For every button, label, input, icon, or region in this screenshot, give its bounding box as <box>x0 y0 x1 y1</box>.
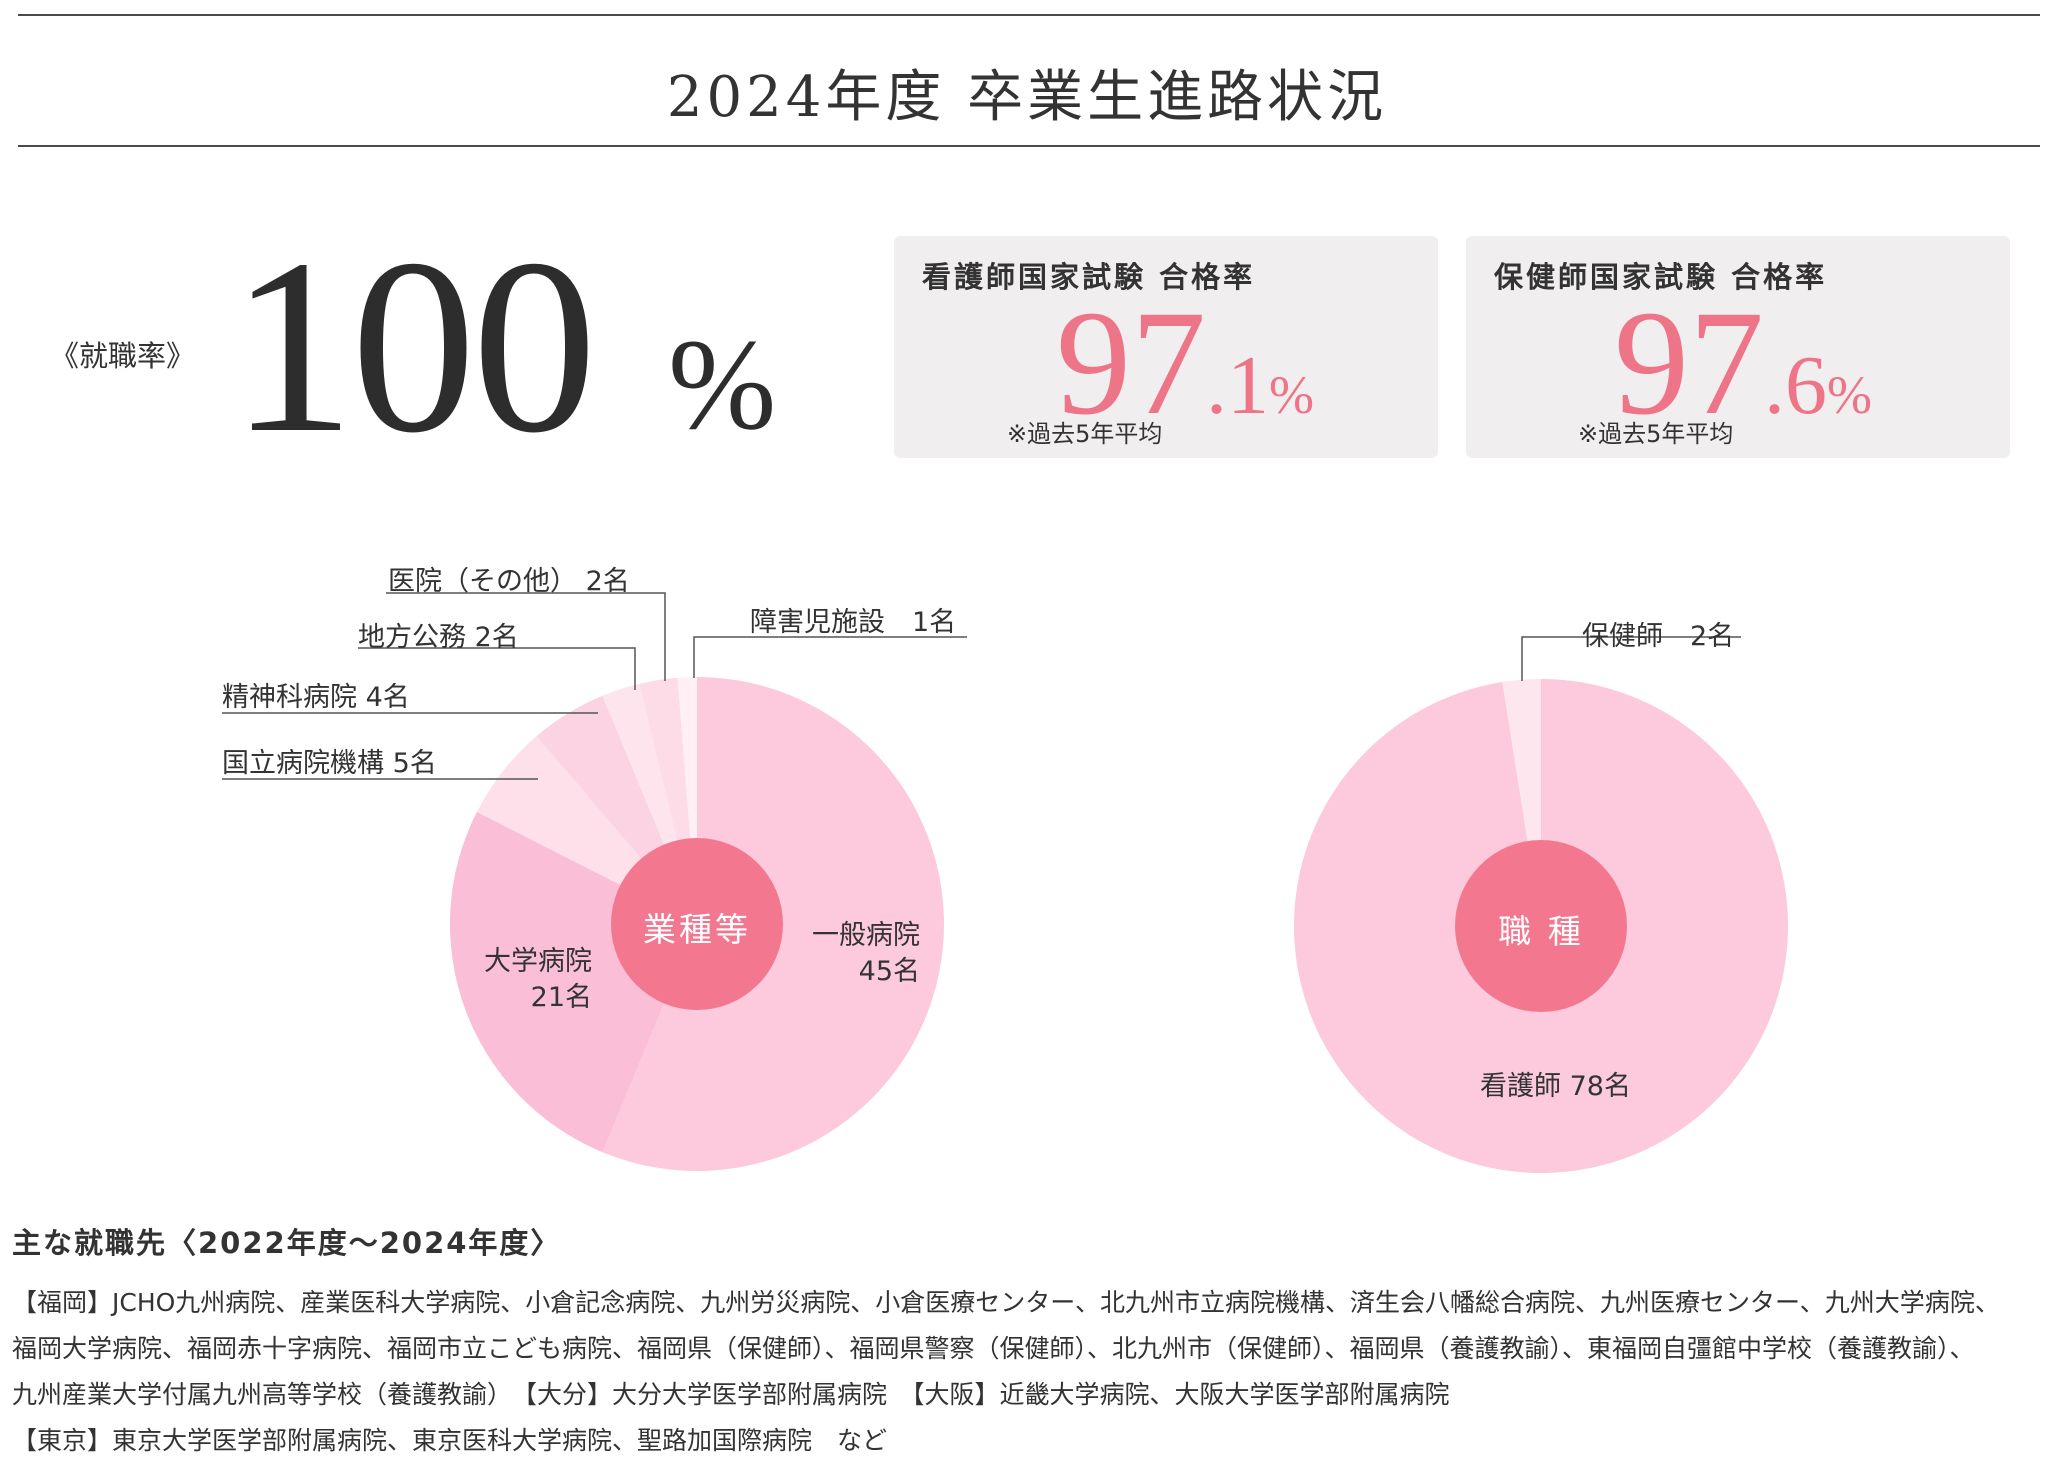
phn-exam-rate-dec: .6 <box>1764 339 1827 432</box>
employment-rate-value: 100 <box>230 208 597 485</box>
leader-clinic <box>386 592 666 681</box>
label-clinic-other: 医院（その他） 2名 <box>388 566 630 597</box>
leader-disabled <box>693 636 967 678</box>
employers-line: 【東京】東京大学医学部附属病院、東京医科大学病院、聖路加国際病院 など <box>12 1426 888 1455</box>
label-psychiatric-hospital: 精神科病院 4名 <box>222 682 410 713</box>
label-general-hospital-value: 45名 <box>858 956 920 987</box>
nurse-exam-rate-dec: .1 <box>1206 339 1269 432</box>
nurse-exam-rate-int: 97 <box>1056 280 1206 446</box>
phn-exam-rate: 97.6% <box>1614 288 1872 470</box>
label-local-government: 地方公務 2名 <box>358 622 519 653</box>
phn-exam-rate-int: 97 <box>1614 280 1764 446</box>
label-general-hospital-name: 一般病院 <box>812 920 920 951</box>
employment-rate-label: 《就職率》 <box>50 339 196 373</box>
nurse-exam-box: 看護師国家試験 合格率 97.1% ※過去5年平均 <box>894 236 1438 458</box>
main-employers: 主な就職先〈2022年度〜2024年度〉 【福岡】JCHO九州病院、産業医科大学… <box>12 1220 2032 1464</box>
employers-line: 【福岡】JCHO九州病院、産業医科大学病院、小倉記念病院、九州労災病院、小倉医療… <box>12 1288 2000 1317</box>
label-university-hospital-name: 大学病院 <box>484 946 592 977</box>
label-national-hospital: 国立病院機構 5名 <box>222 748 437 779</box>
occupation-pie-center-label: 職 種 <box>1498 912 1584 951</box>
industry-pie-center-label: 業種等 <box>643 910 751 949</box>
title-rule <box>18 145 2040 147</box>
nurse-exam-rate-unit: % <box>1269 365 1314 425</box>
nurse-exam-title: 看護師国家試験 合格率 <box>922 260 1256 294</box>
label-nurse: 看護師 78名 <box>1480 1071 1631 1102</box>
top-rule <box>18 14 2040 16</box>
nurse-exam-rate: 97.1% <box>1056 288 1314 470</box>
leader-local <box>358 647 636 690</box>
industry-pie-center <box>611 838 783 1010</box>
phn-exam-note: ※過去5年平均 <box>1578 420 1734 448</box>
page-title: 2024年度 卒業生進路状況 <box>666 65 1388 130</box>
employment-rate-unit: % <box>668 313 777 457</box>
label-phn: 保健師 2名 <box>1582 621 1735 652</box>
phn-exam-box: 保健師国家試験 合格率 97.6% ※過去5年平均 <box>1466 236 2010 458</box>
label-university-hospital-value: 21名 <box>530 982 592 1013</box>
occupation-pie-center <box>1455 840 1627 1012</box>
label-university-hospital: 大学病院 21名 <box>478 944 592 1016</box>
employers-line: 九州産業大学付属九州高等学校（養護教諭） 【大分】大分大学医学部附属病院 【大阪… <box>12 1380 1450 1409</box>
main-employers-title: 主な就職先〈2022年度〜2024年度〉 <box>12 1226 562 1260</box>
label-disabled-facility: 障害児施設 1名 <box>750 607 957 638</box>
employers-line: 福岡大学病院、福岡赤十字病院、福岡市立こども病院、福岡県（保健師）、福岡県警察（… <box>12 1334 1975 1363</box>
phn-exam-rate-unit: % <box>1827 365 1872 425</box>
label-general-hospital: 一般病院 45名 <box>810 918 920 990</box>
leader-phn <box>1521 636 1741 681</box>
leader-lines <box>222 592 1741 780</box>
phn-exam-title: 保健師国家試験 合格率 <box>1494 260 1828 294</box>
nurse-exam-note: ※過去5年平均 <box>1007 420 1163 448</box>
